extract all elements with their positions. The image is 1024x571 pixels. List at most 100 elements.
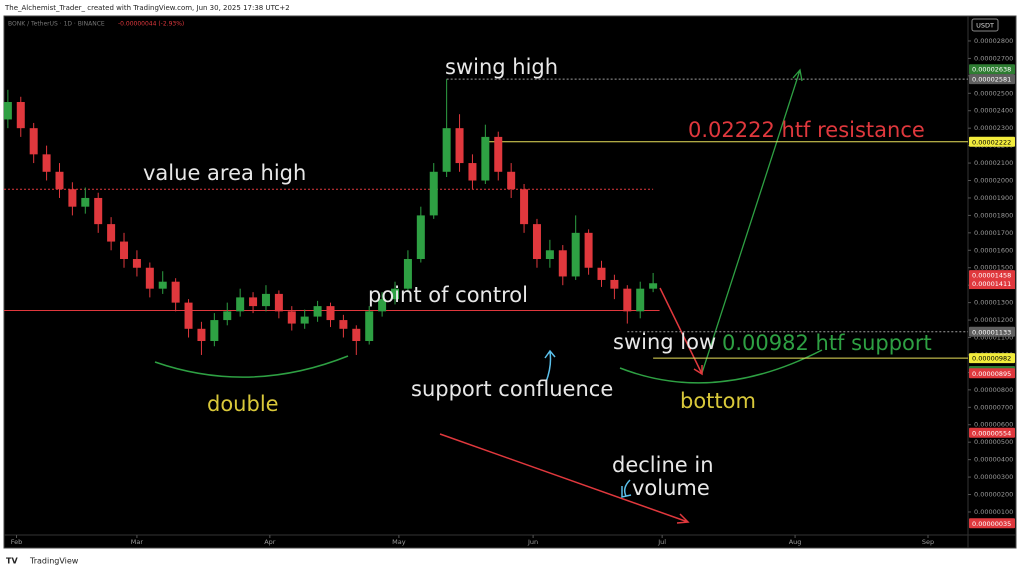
candle-body (300, 316, 309, 324)
change: -0.00000044 (-2.93%) (118, 21, 184, 28)
candle-body (107, 224, 116, 242)
annotation: 0.02222 htf resistance (688, 118, 925, 142)
y-tick-label: 0.00001100 (974, 334, 1013, 342)
candle-body (287, 311, 296, 324)
currency: USDT (976, 22, 994, 30)
y-tick-label: 0.00000600 (974, 421, 1013, 429)
candle-body (339, 320, 348, 329)
y-tick-label: 0.00001900 (974, 194, 1013, 202)
annotation: swing low (613, 330, 716, 354)
candle-body (597, 267, 606, 280)
candle-body (145, 267, 154, 289)
candle-body (68, 189, 77, 207)
candle-body (507, 171, 516, 190)
price-label-box (969, 136, 1015, 147)
price-label: 0.00002638 (972, 66, 1011, 74)
candle-body (16, 102, 25, 129)
double-bottom-arc (154, 355, 349, 378)
annotation: support confluence (411, 377, 613, 401)
double-bottom-arc (619, 349, 823, 384)
annotation: point of control (368, 283, 528, 307)
candle-body (223, 311, 232, 321)
candle-body (120, 241, 129, 260)
price-label: 0.00000982 (972, 355, 1011, 363)
candle-body (249, 297, 258, 307)
candle-body (352, 328, 361, 342)
price-label: 0.00001133 (972, 328, 1011, 336)
annotation: value area high (143, 161, 306, 185)
annotation: decline in (612, 453, 714, 477)
x-tick-label: Feb (11, 538, 23, 546)
candle-body (429, 171, 438, 216)
candle-body (326, 306, 335, 321)
candle-body (29, 128, 38, 155)
candle-body (313, 306, 322, 317)
footer: TradingView (29, 557, 79, 566)
annotation: double (207, 392, 279, 416)
y-tick-label: 0.00001800 (974, 211, 1013, 219)
y-tick-label: 0.00002000 (974, 177, 1013, 185)
candle-body (132, 259, 141, 268)
x-tick-label: Apr (264, 538, 276, 546)
annotation: volume (632, 476, 710, 500)
volume-arrow (621, 479, 632, 498)
candle-body (197, 328, 206, 342)
price-label: 0.00002222 (972, 138, 1011, 146)
x-tick-label: Aug (789, 538, 802, 546)
candle-body (378, 299, 387, 312)
y-tick-label: 0.00002300 (974, 124, 1013, 132)
volume-decline-arrow (439, 433, 690, 524)
candle-body (649, 283, 658, 289)
price-label: 0.00000895 (972, 370, 1011, 378)
price-label: 0.00001411 (972, 280, 1011, 288)
y-tick-label: 0.00002100 (974, 159, 1013, 167)
price-label-box (969, 74, 1015, 85)
candle-body (94, 197, 103, 225)
candle-body (3, 102, 12, 120)
candle-body (520, 189, 529, 225)
confluence-arrow (544, 349, 556, 383)
candle-body (403, 259, 412, 289)
candle-body (42, 154, 51, 172)
price-label-box (969, 278, 1015, 289)
y-tick-label: 0.00002800 (974, 37, 1013, 45)
chart-background (3, 15, 1017, 549)
price-label-box (969, 518, 1015, 529)
price-label: 0.00002581 (972, 76, 1011, 84)
y-tick-label: 0.00001500 (974, 264, 1013, 272)
candle-body (210, 320, 219, 342)
price-label: 0.00001458 (972, 272, 1011, 280)
candle-body (391, 288, 400, 300)
currency-box (971, 18, 999, 32)
candle-body (365, 311, 374, 342)
y-tick-label: 0.00001200 (974, 316, 1013, 324)
x-tick-label: Sep (922, 538, 934, 546)
price-label-box (969, 326, 1015, 337)
price-label: 0.00000554 (972, 429, 1011, 437)
price-label: 0.00000035 (972, 520, 1011, 528)
candle-body (274, 293, 283, 312)
candle-body (468, 163, 477, 181)
price-label-box (969, 368, 1015, 379)
candle-body (261, 293, 270, 307)
y-tick-label: 0.00000400 (974, 456, 1013, 464)
annotation: swing high (445, 55, 558, 79)
y-tick-label: 0.00000800 (974, 386, 1013, 394)
price-label-box (969, 353, 1015, 364)
header: The_Alchemist_Trader_ created with Tradi… (4, 4, 290, 12)
symbol: BONK / TetherUS · 1D · BINANCE (8, 21, 105, 28)
price-label-box (969, 270, 1015, 281)
y-tick-label: 0.00001300 (974, 299, 1013, 307)
candle-body (171, 281, 180, 303)
candle-body (558, 250, 567, 277)
price-label-box (969, 427, 1015, 438)
candle-body (571, 232, 580, 277)
price-label-box (969, 64, 1015, 75)
drop-arrow (659, 287, 703, 376)
candle-body (455, 128, 464, 164)
annotation: bottom (680, 389, 756, 413)
candle-body (584, 232, 593, 268)
candle-body (545, 250, 554, 260)
footer-logo: TV (6, 557, 18, 566)
y-tick-label: 0.00000100 (974, 508, 1013, 516)
